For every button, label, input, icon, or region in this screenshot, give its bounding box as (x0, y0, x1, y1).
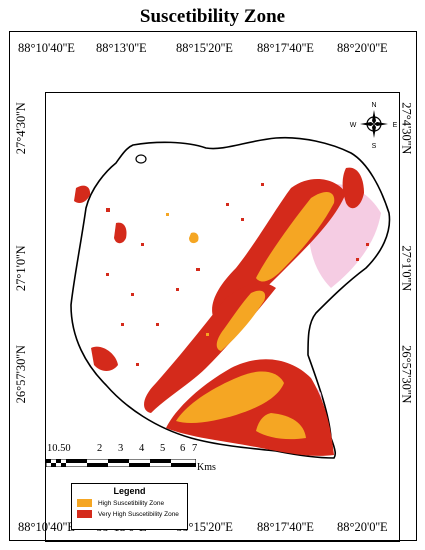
scale-label-3: 4 (139, 443, 145, 454)
compass-e: E (393, 122, 398, 129)
high-zone (216, 290, 266, 351)
scale-label-0: 10.50 (47, 443, 71, 454)
scale-label-4: 5 (160, 443, 166, 454)
map-canvas: N S E W (70, 102, 398, 459)
right-tick-3: 26°57'30''N (399, 345, 414, 404)
top-tick-3: 88°15'20''E (176, 41, 233, 55)
left-tick-3: 26°57'30''N (13, 345, 28, 404)
map-panel: N S E W 10.50 2 3 4 5 6 7 (45, 92, 400, 542)
scale-label-6: 7 (192, 443, 198, 454)
scale-bar (46, 459, 196, 467)
very-high-zone (91, 346, 118, 371)
scale-label-2: 3 (118, 443, 124, 454)
bottom-tick-4: 88°17'40''E (257, 520, 314, 534)
legend-box: Legend High Suscetibility Zone Very High… (71, 483, 188, 530)
top-tick-2: 88°13'0''E (96, 41, 147, 55)
top-tick-5: 88°20'0''E (337, 41, 388, 55)
compass-n: N (371, 102, 376, 109)
legend-item-very-high: Very High Suscetibility Zone (77, 510, 187, 518)
legend-title: Legend (113, 486, 146, 496)
bottom-tick-1: 88°10'40''E (18, 520, 75, 534)
legend-swatch-very-high (77, 510, 92, 518)
legend-label-high: High Suscetibility Zone (98, 499, 165, 507)
legend-swatch-high (77, 499, 92, 507)
scattered-patches (106, 183, 369, 366)
scale-label-1: 2 (97, 443, 103, 454)
high-zone (176, 371, 284, 424)
north-arrow-icon: N S E W (350, 102, 398, 150)
scale-unit: Kms (197, 462, 216, 473)
very-high-zone (342, 167, 364, 209)
compass-s: S (372, 143, 377, 150)
scale-label-5: 6 (180, 443, 186, 454)
boundary-islet (135, 154, 147, 164)
left-tick-1: 27°4'30''N (13, 102, 28, 155)
legend-item-high: High Suscetibility Zone (77, 499, 187, 507)
top-tick-4: 88°17'40''E (257, 41, 314, 55)
high-zone (189, 232, 199, 244)
right-tick-1: 27°4'30''N (399, 102, 414, 155)
scale-labels: 10.50 2 3 4 5 6 7 (46, 443, 206, 457)
map-frame: 88°10'40''E 88°13'0''E 88°15'20''E 88°17… (9, 31, 417, 542)
legend-label-very-high: Very High Suscetibility Zone (98, 510, 179, 518)
high-zone (256, 191, 335, 282)
very-high-zone (74, 185, 91, 203)
compass-w: W (350, 122, 357, 129)
bottom-tick-3: 88°15'20''E (176, 520, 233, 534)
very-high-zone (114, 222, 127, 244)
left-tick-2: 27°1'0''N (13, 245, 28, 292)
bottom-tick-5: 88°20'0''E (337, 520, 388, 534)
high-zone (256, 413, 306, 440)
top-tick-1: 88°10'40''E (18, 41, 75, 55)
map-title: Suscetibility Zone (139, 6, 286, 27)
right-tick-2: 27°1'0''N (399, 245, 414, 292)
